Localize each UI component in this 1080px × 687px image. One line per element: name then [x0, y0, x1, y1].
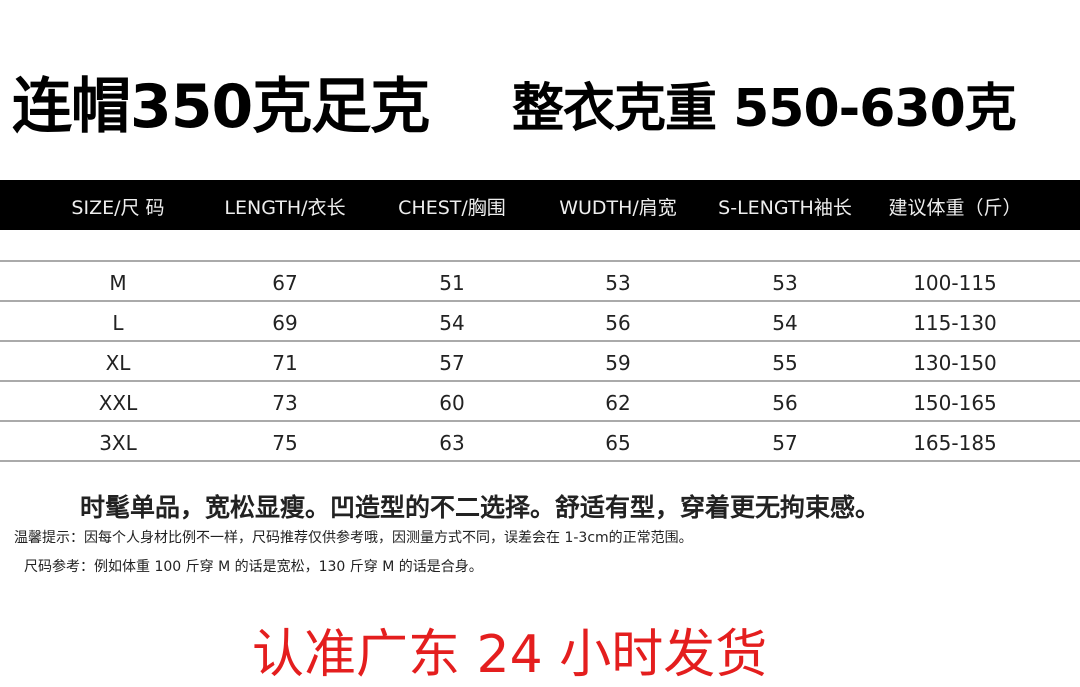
table-cell: 59: [605, 351, 631, 375]
table-cell: M: [109, 271, 127, 295]
header-size: SIZE/尺 码: [71, 197, 165, 219]
table-cell: 71: [272, 351, 298, 375]
title-hood-weight: 连帽350克足克: [12, 72, 430, 142]
table-row: 3XL 75 63 65 57 165-185: [0, 423, 1080, 463]
table-cell: XXL: [98, 391, 138, 415]
table-cell: 56: [605, 311, 631, 335]
table-cell: 55: [772, 351, 798, 375]
row-divider: [0, 380, 1080, 382]
row-divider: [0, 460, 1080, 462]
header-weight: 建议体重（斤）: [888, 197, 1022, 219]
header-length: LENGTH/衣长: [224, 197, 346, 219]
page-title: 连帽350克足克 整衣克重 550-630克: [12, 58, 1017, 145]
table-row: L 69 54 56 54 115-130: [0, 303, 1080, 343]
header-chest: CHEST/胸围: [398, 197, 506, 219]
table-row: XXL 73 60 62 56 150-165: [0, 383, 1080, 423]
header-width: WUDTH/肩宽: [559, 197, 677, 219]
note-reference: 尺码参考：例如体重 100 斤穿 M 的话是宽松，130 斤穿 M 的话是合身。: [24, 559, 483, 575]
row-divider: [0, 260, 1080, 262]
table-cell: 62: [605, 391, 631, 415]
table-cell: XL: [105, 351, 131, 375]
table-cell: 57: [439, 351, 465, 375]
table-row: XL 71 57 59 55 130-150: [0, 343, 1080, 383]
table-cell: 165-185: [913, 431, 997, 455]
table-cell: 60: [439, 391, 465, 415]
table-cell: 115-130: [913, 311, 997, 335]
promo-text: 认准广东 24 小时发货: [252, 625, 768, 685]
table-cell: 63: [439, 431, 465, 455]
table-cell: 65: [605, 431, 631, 455]
note-tip: 温馨提示：因每个人身材比例不一样，尺码推荐仅供参考哦，因测量方式不同，误差会在 …: [14, 530, 693, 546]
row-divider: [0, 340, 1080, 342]
table-cell: 3XL: [99, 431, 137, 455]
tagline: 时髦单品，宽松显瘦。凹造型的不二选择。舒适有型，穿着更无拘束感。: [80, 493, 881, 522]
table-cell: 53: [605, 271, 631, 295]
title-total-weight: 整衣克重 550-630克: [512, 79, 1017, 139]
table-cell: 57: [772, 431, 798, 455]
table-cell: 51: [439, 271, 465, 295]
table-cell: 75: [272, 431, 298, 455]
table-cell: L: [112, 311, 124, 335]
table-cell: 56: [772, 391, 798, 415]
row-divider: [0, 300, 1080, 302]
table-row: M 67 51 53 53 100-115: [0, 263, 1080, 303]
table-cell: 54: [439, 311, 465, 335]
table-cell: 67: [272, 271, 298, 295]
row-divider: [0, 420, 1080, 422]
table-cell: 54: [772, 311, 798, 335]
header-sleeve: S-LENGTH袖长: [718, 197, 852, 219]
table-cell: 130-150: [913, 351, 997, 375]
table-cell: 100-115: [913, 271, 997, 295]
table-cell: 53: [772, 271, 798, 295]
table-cell: 69: [272, 311, 298, 335]
table-cell: 73: [272, 391, 298, 415]
table-cell: 150-165: [913, 391, 997, 415]
table-header: SIZE/尺 码 LENGTH/衣长 CHEST/胸围 WUDTH/肩宽 S-L…: [0, 180, 1080, 230]
